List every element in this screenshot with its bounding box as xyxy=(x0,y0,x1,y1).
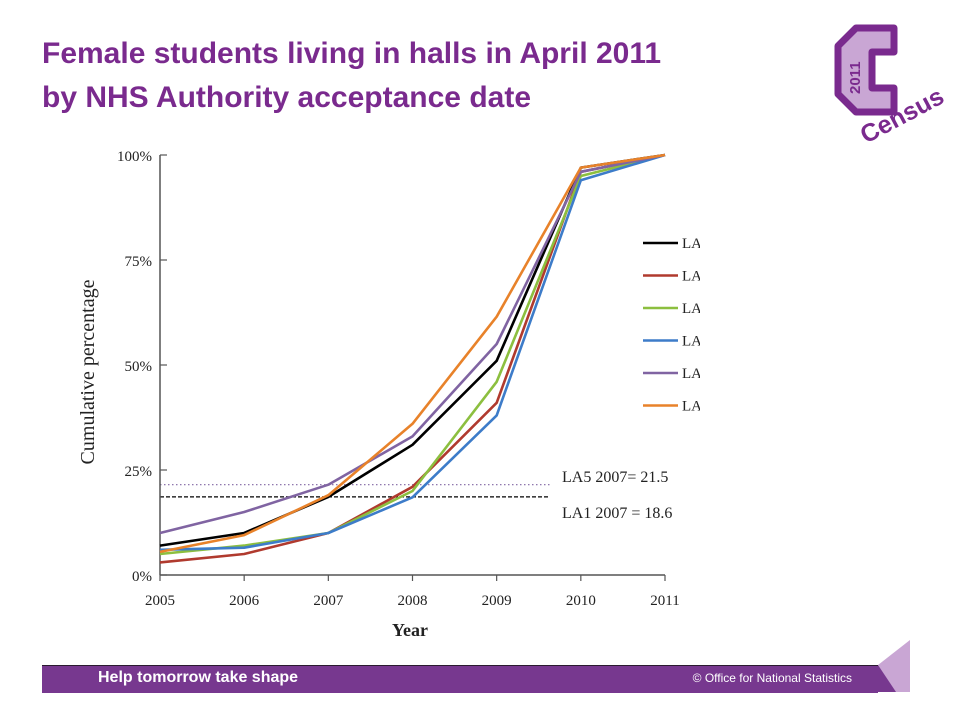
x-tick-label: 2007 xyxy=(313,593,344,609)
x-tick-label: 2009 xyxy=(482,593,512,609)
legend-label-la4: LA4 xyxy=(682,334,700,350)
y-axis-label: Cumulative percentage xyxy=(77,279,99,464)
footer-copyright: © Office for National Statistics xyxy=(692,671,852,685)
x-tick-label: 2005 xyxy=(145,593,175,609)
slide-title: Female students living in halls in April… xyxy=(42,32,661,120)
census-logo: 2011 Census xyxy=(834,24,948,149)
footer-corner-fold xyxy=(878,640,910,692)
x-tick-label: 2008 xyxy=(398,593,428,609)
x-tick-label: 2011 xyxy=(650,593,679,609)
line-chart: LA5 2007= 21.5 LA1 2007 = 18.6 0% 25% 50% 75… xyxy=(77,149,700,640)
axes: 0% 25% 50% 75% 100% 2005 2006 2007 2008 2009 2010 2… xyxy=(117,149,680,609)
reference-line-label: LA5 2007= 21.5 xyxy=(562,469,668,486)
series-line-la4 xyxy=(159,153,666,552)
legend-label-la5: LA5 xyxy=(682,366,700,382)
x-axis-label: Year xyxy=(392,620,428,640)
series-line-la5 xyxy=(159,153,666,535)
y-tick-label: 0% xyxy=(132,569,152,585)
series-line-la3 xyxy=(159,153,666,556)
legend-label-la6: LA6 xyxy=(682,399,700,415)
legend-label-la2: LA2 xyxy=(682,269,700,285)
title-line-1: Female students living in halls in April… xyxy=(42,37,662,70)
series-line-la6 xyxy=(159,153,666,554)
x-tick-label: 2010 xyxy=(566,593,596,609)
reference-lines: LA5 2007= 21.5 LA1 2007 = 18.6 xyxy=(160,469,672,522)
x-tick-label: 2006 xyxy=(229,593,260,609)
legend: LA1 LA2 LA3 LA4 LA5 LA6 xyxy=(643,236,700,415)
y-tick-label: 75% xyxy=(125,254,153,270)
footer-bar: Help tomorrow take shape © Office for Na… xyxy=(42,665,878,693)
census-logo-year: 2011 xyxy=(847,61,864,94)
reference-line-label: LA1 2007 = 18.6 xyxy=(562,505,672,522)
census-logo-c-shape xyxy=(834,24,898,116)
y-tick-label: 25% xyxy=(125,464,153,480)
series-line-la2 xyxy=(159,153,666,564)
legend-label-la3: LA3 xyxy=(682,301,700,317)
y-tick-label: 50% xyxy=(125,359,153,375)
legend-label-la1: LA1 xyxy=(682,236,700,252)
footer-tagline: Help tomorrow take shape xyxy=(98,669,299,686)
series-lines xyxy=(159,153,666,564)
title-line-2: by NHS Authority acceptance date xyxy=(42,81,532,114)
y-tick-label: 100% xyxy=(117,149,152,165)
